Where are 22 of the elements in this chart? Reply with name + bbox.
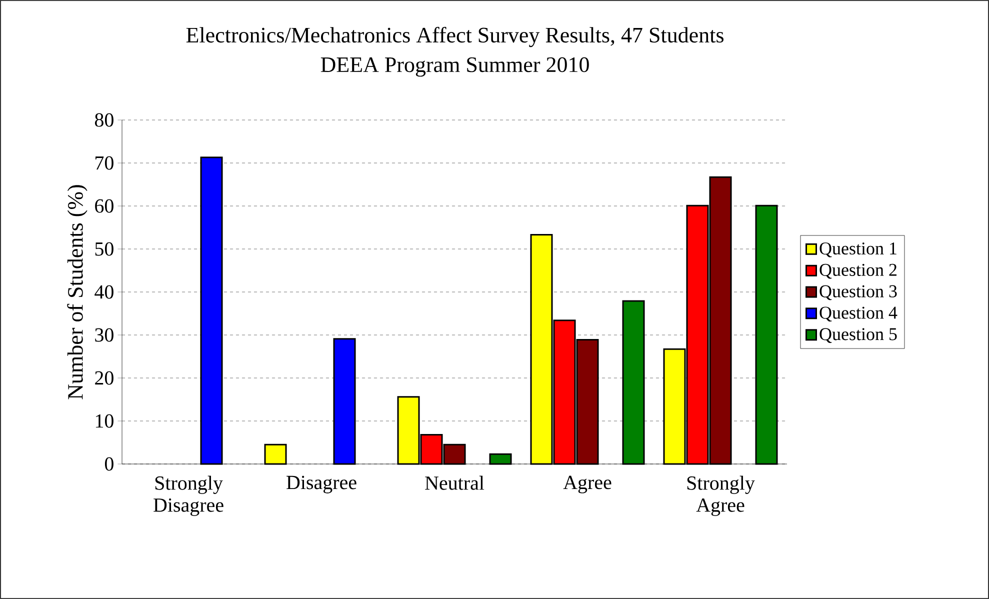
- y-tick-label: 40: [94, 285, 114, 299]
- y-tick-label: 30: [95, 328, 114, 342]
- y-axis-title: Number of Students (%): [67, 185, 88, 400]
- y-tick-label: 10: [96, 414, 114, 428]
- legend-label: Question 3: [820, 285, 897, 300]
- y-tick-label: 0: [104, 457, 114, 471]
- legend-label: Question 1: [820, 242, 896, 258]
- y-tick-label: 70: [96, 156, 114, 170]
- x-tick-label: Neutral: [425, 476, 484, 490]
- chart-subtitle: DEEA Program Summer 2010: [320, 57, 589, 77]
- legend-label: Question 4: [820, 306, 898, 322]
- y-tick-label: 60: [95, 199, 114, 213]
- legend-label: Question 5: [820, 328, 897, 343]
- legend-label: Question 2: [820, 264, 896, 279]
- x-tick-label: Strongly Disagree: [154, 476, 224, 516]
- x-tick-label: Strongly Agree: [687, 476, 755, 516]
- y-tick-label: 20: [95, 371, 114, 385]
- y-tick-label: 80: [94, 113, 114, 127]
- x-tick-label: Agree: [563, 476, 612, 494]
- chart-title: Electronics/Mechatronics Affect Survey Results, 47 Students: [186, 26, 724, 48]
- x-tick-label: Disagree: [286, 476, 356, 494]
- y-tick-label: 50: [95, 242, 114, 256]
